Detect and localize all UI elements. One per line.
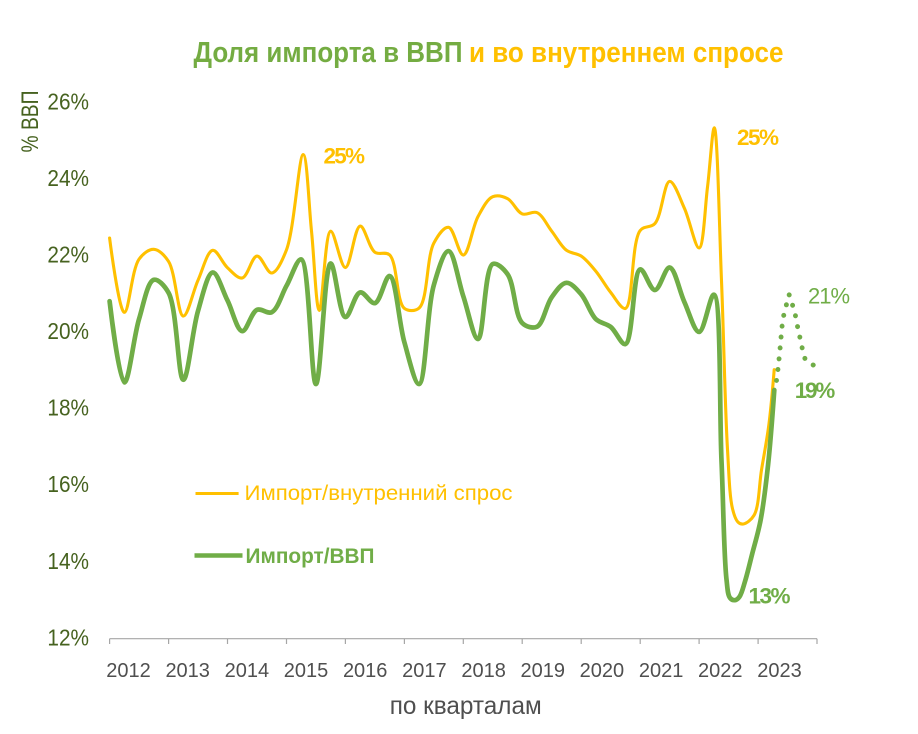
svg-text:2021: 2021 xyxy=(639,660,684,682)
svg-text:13%: 13% xyxy=(749,584,791,609)
svg-text:25%: 25% xyxy=(737,125,779,150)
svg-text:и во внутреннем спросе: и во внутреннем спросе xyxy=(469,37,784,69)
svg-text:2020: 2020 xyxy=(580,660,625,682)
svg-text:2013: 2013 xyxy=(165,660,210,682)
svg-text:22%: 22% xyxy=(47,242,89,268)
svg-text:2018: 2018 xyxy=(461,660,506,682)
svg-text:2019: 2019 xyxy=(521,660,566,682)
svg-text:20%: 20% xyxy=(47,318,89,344)
svg-text:19%: 19% xyxy=(795,378,836,403)
svg-text:26%: 26% xyxy=(47,88,89,114)
svg-text:25%: 25% xyxy=(324,144,366,169)
svg-text:Импорт/внутренний спрос: Импорт/внутренний спрос xyxy=(245,482,513,505)
svg-text:24%: 24% xyxy=(47,165,89,191)
svg-text:16%: 16% xyxy=(47,471,89,497)
svg-text:18%: 18% xyxy=(47,395,89,421)
svg-text:Импорт/ВВП: Импорт/ВВП xyxy=(246,545,375,568)
svg-text:% ВВП: % ВВП xyxy=(17,91,44,153)
svg-text:2022: 2022 xyxy=(698,660,743,682)
svg-text:2014: 2014 xyxy=(225,660,270,682)
svg-text:по кварталам: по кварталам xyxy=(390,692,542,720)
svg-text:12%: 12% xyxy=(47,624,89,650)
svg-text:2017: 2017 xyxy=(402,660,447,682)
svg-text:2015: 2015 xyxy=(284,660,329,682)
svg-text:21%: 21% xyxy=(808,284,850,309)
svg-text:14%: 14% xyxy=(47,548,89,574)
svg-text:Доля импорта в ВВП: Доля импорта в ВВП xyxy=(194,37,463,69)
svg-text:2016: 2016 xyxy=(343,660,388,682)
svg-text:2012: 2012 xyxy=(106,660,151,682)
svg-text:2023: 2023 xyxy=(757,660,802,682)
